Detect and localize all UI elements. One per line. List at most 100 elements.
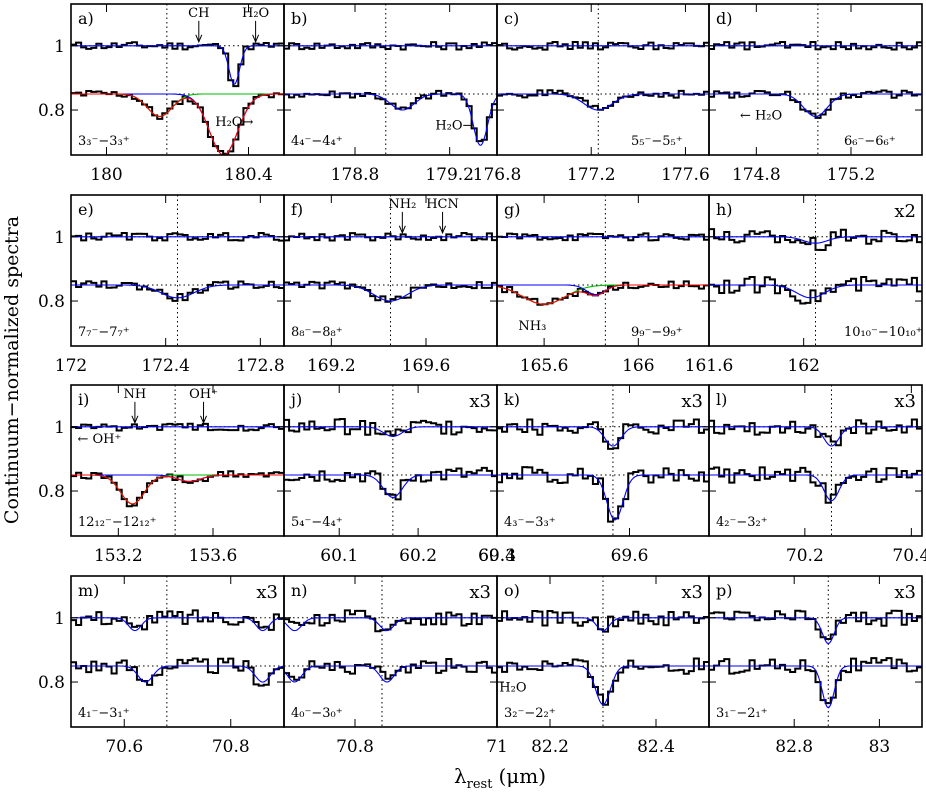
x-tick-label: 69.6 <box>611 546 649 566</box>
bottom-fit-component-1 <box>71 93 284 117</box>
transition-label: 5₄⁻−4₄⁺ <box>291 515 343 530</box>
top-spectrum <box>709 418 922 447</box>
panel-k: 69.4 69.6 k) 4₃⁻−3₃⁺ x3 <box>478 384 710 566</box>
top-spectrum <box>284 418 497 436</box>
panel-label: d) <box>716 9 732 28</box>
top-fit <box>709 236 922 244</box>
transition-label: 4₀⁻−3₀⁺ <box>291 706 343 721</box>
bottom-spectrum <box>709 466 922 504</box>
annotation: NH₂ <box>388 197 416 212</box>
x-tick-label: 169.2 <box>307 356 356 376</box>
transition-label: 12₁₂⁻−12₁₂⁺ <box>78 515 157 530</box>
x-tick-label: 70.6 <box>105 737 143 757</box>
top-fit <box>497 426 709 447</box>
top-fit <box>71 45 284 85</box>
bottom-fit <box>497 93 709 111</box>
panel-label: k) <box>504 390 520 409</box>
top-spectrum <box>709 228 922 251</box>
bottom-fit <box>284 474 497 498</box>
top-spectrum <box>71 41 284 88</box>
y-axis-label: Continuum−normalized spectra <box>1 216 23 524</box>
transition-label: 6₆⁻−6₆⁺ <box>844 134 896 149</box>
top-spectrum <box>497 418 709 450</box>
transition-label: 4₂⁻−3₂⁺ <box>716 515 768 530</box>
panel-frame <box>708 3 923 156</box>
x-tick-label: 70.2 <box>786 546 824 566</box>
top-spectrum <box>71 609 284 631</box>
panel-l: 70.2 70.4 l) 4₂⁻−3₂⁺ x3 <box>708 384 926 566</box>
x-tick-label: 69.4 <box>478 546 516 566</box>
x-tick-label: 162 <box>787 356 819 376</box>
x-tick-label: 165.6 <box>520 356 569 376</box>
x-tick-label: 172 <box>55 356 87 376</box>
panel-frame <box>708 384 923 537</box>
scale-factor: x3 <box>894 582 916 603</box>
panel-label: b) <box>291 9 307 28</box>
x-axis-label: λrest (μm) <box>454 764 546 792</box>
annotation-arrowhead <box>252 34 260 44</box>
x-tick-label: 177.6 <box>661 165 710 185</box>
x-tick-label: 172.8 <box>236 356 285 376</box>
panel-i: 1 0.8 153.2 153.6 i) 12₁₂⁻−12₁₂⁺ NH OH⁺ ← OH⁺ <box>38 384 285 566</box>
panel-label: p) <box>716 581 732 600</box>
panel-label: n) <box>291 581 308 600</box>
panel-c-plot <box>497 4 709 155</box>
bottom-spectrum <box>709 275 922 305</box>
panel-a: 1 0.8 180 180.4 a) 3₃⁻−3₃⁺ CH H₂O H₂O→ <box>38 3 285 185</box>
top-spectrum <box>497 232 709 242</box>
top-fit <box>709 617 922 645</box>
bottom-fit <box>71 665 284 683</box>
x-tick-label: 70.8 <box>212 737 250 757</box>
panels: 1 0.8 180 180.4 a) 3₃⁻−3₃⁺ CH H₂O H₂O→ 178.8 179.2… <box>38 3 926 757</box>
x-tick-label: 60.3 <box>478 546 516 566</box>
panel-label: m) <box>78 581 99 600</box>
top-fit <box>71 617 284 632</box>
panel-label: o) <box>504 581 520 600</box>
panel-label: a) <box>78 9 94 28</box>
panel-j-plot <box>284 385 497 536</box>
transition-label: 9₉⁻−9₉⁺ <box>631 325 683 340</box>
annotation: HCN <box>426 197 459 212</box>
x-tick-label: 60.2 <box>399 546 437 566</box>
x-tick-label: 70.8 <box>336 737 374 757</box>
x-tick-label: 177.2 <box>567 165 616 185</box>
panel-label: h) <box>716 200 733 219</box>
panel-frame <box>708 575 923 728</box>
top-fit <box>497 617 709 632</box>
transition-label: 10₁₀⁻−10₁₀⁺ <box>844 325 923 340</box>
bottom-fit <box>284 93 497 146</box>
scale-factor: x3 <box>681 391 703 412</box>
panel-h: 161.6 162 h) 10₁₀⁻−10₁₀⁺ x2 <box>685 194 923 376</box>
panel-b: 178.8 179.2 b) 4₄⁻−4₄⁺ H₂O→ <box>283 3 498 185</box>
panel-label: e) <box>78 200 94 219</box>
x-tick-label: 83 <box>869 737 891 757</box>
transition-label: 3₁⁻−2₁⁺ <box>716 706 768 721</box>
top-spectrum <box>284 609 497 633</box>
top-fit <box>284 617 497 632</box>
x-tick-label: 166 <box>622 356 654 376</box>
panel-frame <box>70 384 285 537</box>
annotation-arrowhead <box>398 225 406 235</box>
x-tick-label: 71 <box>486 737 508 757</box>
x-axis-unit: (μm) <box>498 764 546 788</box>
top-fit <box>284 426 497 437</box>
bottom-fit <box>71 284 284 299</box>
bottom-spectrum <box>709 657 922 705</box>
x-tick-label: 176.8 <box>473 165 522 185</box>
x-tick-label: 179.2 <box>425 165 474 185</box>
annotation: ← OH⁺ <box>77 432 121 447</box>
bottom-spectrum <box>284 658 497 681</box>
x-tick-label: 178.8 <box>331 165 380 185</box>
x-axis-symbol: λ <box>454 764 467 788</box>
panel-frame <box>70 575 285 728</box>
bottom-fit <box>709 284 922 299</box>
panel-o: 82.2 82.4 o) 3₂⁻−2₂⁺ x3 H₂O <box>496 575 710 757</box>
annotation: H₂O→ <box>435 118 473 133</box>
bottom-spectrum <box>709 89 922 119</box>
x-tick-label: 172.4 <box>141 356 190 376</box>
panel-f: 169.2 169.6 f) 8₈⁻−8₈⁺ NH₂ HCN <box>283 194 498 376</box>
transition-label: 3₃⁻−3₃⁺ <box>78 134 130 149</box>
top-fit <box>709 426 922 447</box>
x-tick-label: 60.1 <box>320 546 358 566</box>
